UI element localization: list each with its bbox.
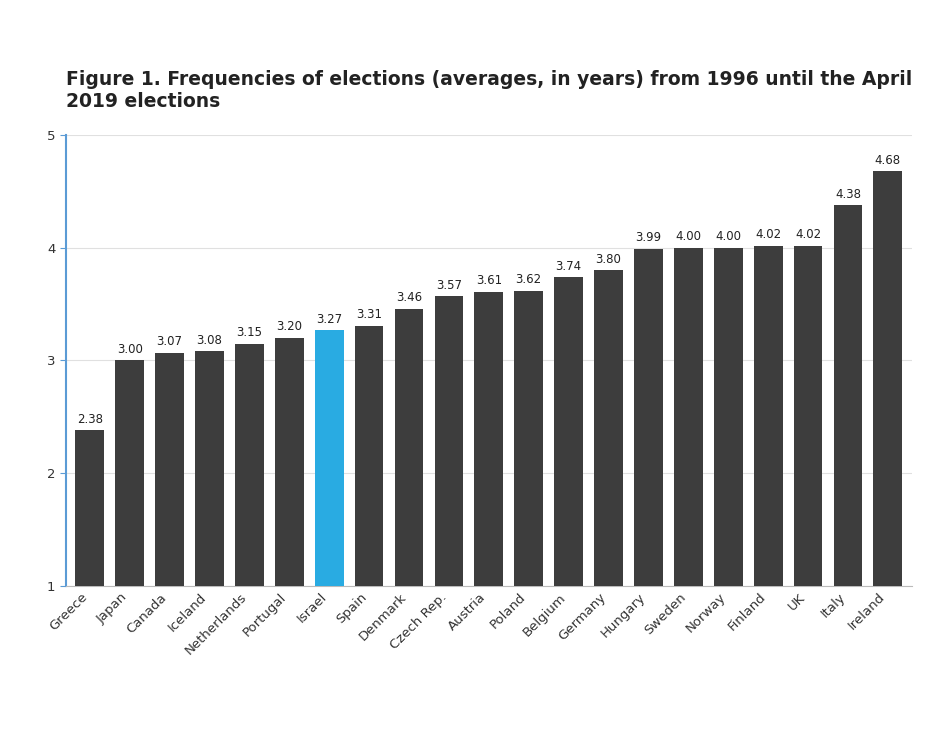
Text: 3.99: 3.99 [635,231,662,245]
Text: 3.27: 3.27 [316,312,342,326]
Text: 4.00: 4.00 [715,231,742,243]
Bar [834,205,862,586]
Bar [434,297,463,586]
Bar [555,277,583,586]
Text: 3.80: 3.80 [596,253,621,266]
Bar [754,246,782,586]
Text: 4.68: 4.68 [875,154,901,167]
Text: 3.74: 3.74 [556,260,582,273]
Text: 2.38: 2.38 [77,413,102,426]
Bar [196,351,224,586]
Bar [155,353,184,586]
Bar [674,248,703,586]
Text: 3.31: 3.31 [356,308,382,321]
Bar [514,291,543,586]
Bar [354,326,384,586]
Bar [634,249,663,586]
Text: 3.57: 3.57 [436,279,462,292]
Bar [594,270,623,586]
Bar [395,309,423,586]
Text: 4.00: 4.00 [675,231,701,243]
Text: 3.61: 3.61 [476,274,502,288]
Bar [713,248,743,586]
Bar [235,344,264,586]
Text: 4.38: 4.38 [835,188,861,201]
Text: 3.08: 3.08 [196,334,223,347]
Bar [475,292,503,586]
Bar [75,430,104,586]
Text: 4.02: 4.02 [755,228,781,241]
Text: 4.02: 4.02 [795,228,822,241]
Bar [315,330,343,586]
Text: 3.15: 3.15 [236,326,262,339]
Bar [793,246,822,586]
Text: 3.07: 3.07 [157,335,182,348]
Text: Figure 1. Frequencies of elections (averages, in years) from 1996 until the Apri: Figure 1. Frequencies of elections (aver… [66,71,912,111]
Bar [873,171,902,586]
Bar [274,338,304,586]
Text: 3.00: 3.00 [117,343,143,356]
Text: 3.46: 3.46 [396,291,422,304]
Bar [116,360,144,586]
Text: 3.62: 3.62 [516,273,541,286]
Text: 3.20: 3.20 [276,321,303,333]
